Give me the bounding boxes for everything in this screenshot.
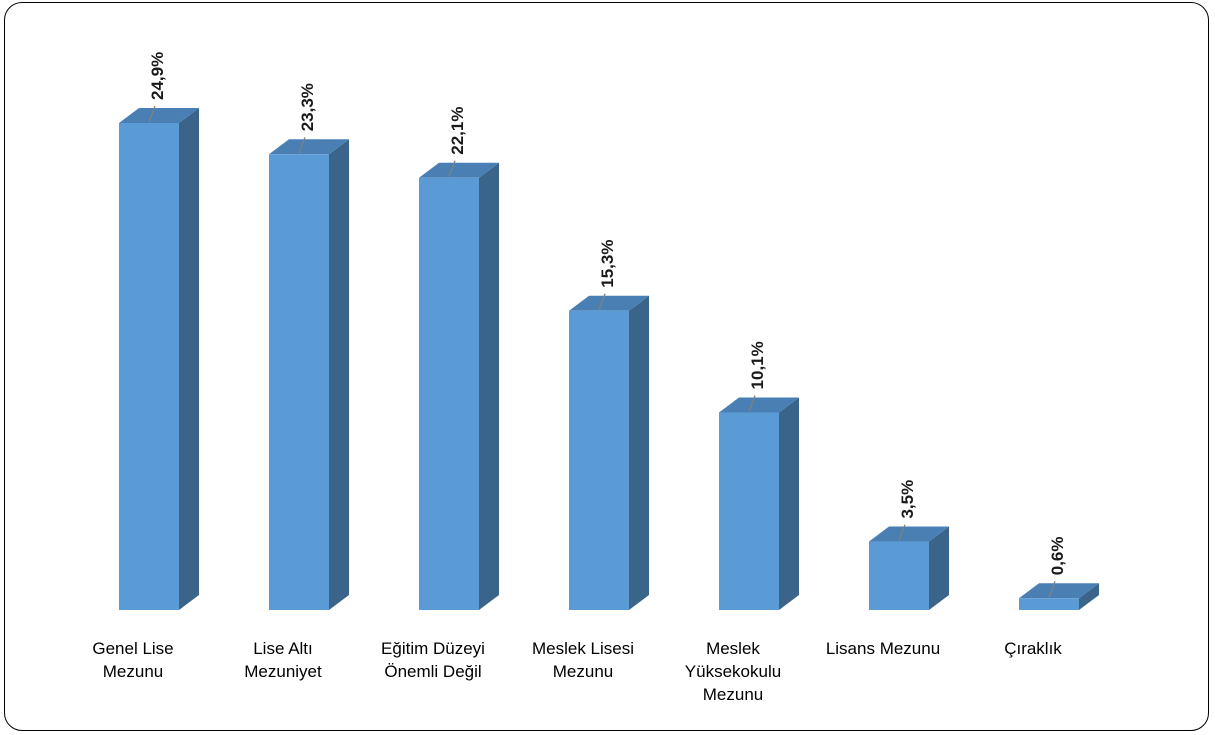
bar-top-face — [269, 139, 349, 155]
data-label: 23,3% — [298, 83, 317, 131]
data-label: 10,1% — [748, 341, 767, 389]
data-label-leader — [148, 105, 156, 123]
category-label: Lise Altı Mezuniyet — [244, 639, 322, 681]
category-label: Genel Lise Mezunu — [92, 639, 174, 681]
bar-top-face — [119, 108, 199, 123]
data-label-leader — [748, 395, 756, 412]
bar — [869, 541, 929, 610]
category-label: Meslek Lisesi Mezunu — [531, 639, 635, 681]
bar — [569, 310, 629, 610]
bar — [719, 412, 779, 610]
bar-side-face — [929, 526, 949, 610]
category-label: Çıraklık — [1004, 639, 1062, 658]
data-label: 0,6% — [1048, 537, 1067, 576]
bar-side-face — [629, 295, 649, 610]
data-label-leader — [598, 293, 606, 310]
bar — [269, 154, 329, 611]
data-label: 24,9% — [148, 52, 167, 100]
data-label-leader — [448, 160, 456, 177]
bar-side-face — [179, 108, 199, 610]
bar-side-face — [479, 162, 499, 610]
data-label-leader — [298, 137, 306, 154]
data-label: 15,3% — [598, 240, 617, 288]
bar-top-face — [419, 162, 499, 178]
data-label: 22,1% — [448, 107, 467, 155]
category-label: Lisans Mezunu — [825, 639, 941, 658]
data-label-leader — [1048, 581, 1056, 598]
bar-top-face — [1019, 583, 1099, 599]
bar — [119, 123, 179, 610]
category-label: Meslek Yüksekokulu Mezunu — [684, 639, 782, 704]
bar-side-face — [329, 139, 349, 611]
data-label-leader — [898, 524, 906, 541]
bar-side-face — [1079, 583, 1099, 610]
bar — [419, 177, 479, 610]
bar-top-face — [719, 397, 799, 413]
bar-top-face — [869, 526, 949, 542]
category-label: Eğitim Düzeyi Önemli Değil — [381, 639, 485, 681]
data-label: 3,5% — [898, 480, 917, 519]
bar — [1019, 598, 1079, 610]
bar-side-face — [779, 397, 799, 610]
bar-top-face — [569, 295, 649, 311]
